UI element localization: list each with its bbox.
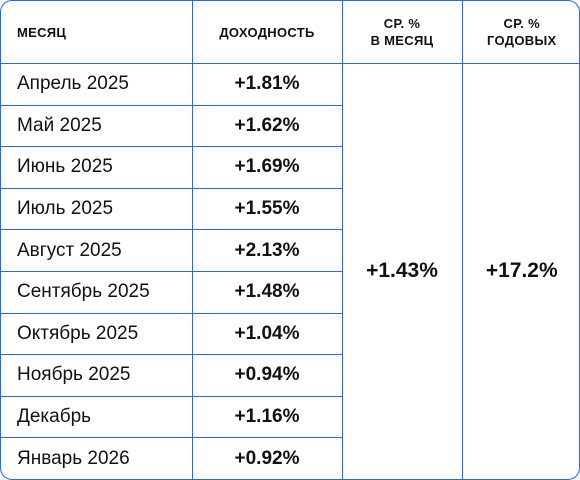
- table-row: Декабрь +1.16%: [1, 395, 579, 439]
- row-yield: +1.69%: [191, 146, 342, 189]
- row-yield: +1.81%: [191, 63, 343, 106]
- row-month: Май 2025: [1, 104, 193, 148]
- row-yield: +1.55%: [191, 187, 342, 231]
- row-yield: +2.13%: [191, 229, 342, 272]
- table-row: Апрель 2025 +1.81% +1.43% +17.2%: [1, 63, 579, 479]
- table-row: Сентябрь 2025 +1.48%: [1, 270, 579, 314]
- header-row: МЕСЯЦ ДОХОДНОСТЬ СР. % В МЕСЯЦ СР. % ГОД…: [1, 1, 579, 64]
- header-avg-year-line1: СР. %: [503, 16, 540, 31]
- table-row: Ноябрь 2025 +0.94%: [1, 354, 579, 397]
- row-month: Июль 2025: [1, 187, 193, 231]
- row-month: Июнь 2025: [1, 146, 193, 189]
- row-month: Декабрь: [1, 395, 193, 439]
- row-month: Ноябрь 2025: [1, 354, 193, 397]
- row-yield: +0.94%: [191, 354, 342, 397]
- avg-year-value: +17.2%: [461, 63, 579, 479]
- header-avg-month-line2: В МЕСЯЦ: [370, 33, 434, 48]
- avg-month-value: +1.43%: [341, 63, 463, 479]
- row-yield: +1.62%: [191, 104, 342, 148]
- row-yield: +1.16%: [191, 395, 342, 439]
- header-avg-year: СР. % ГОДОВЫХ: [461, 1, 579, 64]
- header-month: МЕСЯЦ: [1, 1, 193, 64]
- table-row: Январь 2026 +0.92%: [1, 437, 579, 479]
- row-month: Апрель 2025: [1, 63, 193, 106]
- table-row: Август 2025 +2.13%: [1, 229, 579, 272]
- header-yield: ДОХОДНОСТЬ: [191, 1, 343, 64]
- header-avg-year-line2: ГОДОВЫХ: [487, 33, 557, 48]
- row-yield: +0.92%: [191, 437, 342, 479]
- row-month: Сентябрь 2025: [1, 270, 193, 314]
- table-row: Октябрь 2025 +1.04%: [1, 312, 579, 356]
- header-avg-month-line1: СР. %: [383, 16, 421, 31]
- row-yield: +1.48%: [191, 270, 342, 314]
- row-yield: +1.04%: [191, 312, 342, 356]
- table-row: Май 2025 +1.62%: [1, 104, 579, 148]
- row-month: Август 2025: [1, 229, 193, 272]
- row-month: Январь 2026: [1, 437, 193, 479]
- header-avg-month: СР. % В МЕСЯЦ: [341, 1, 463, 64]
- row-month: Октябрь 2025: [1, 312, 193, 356]
